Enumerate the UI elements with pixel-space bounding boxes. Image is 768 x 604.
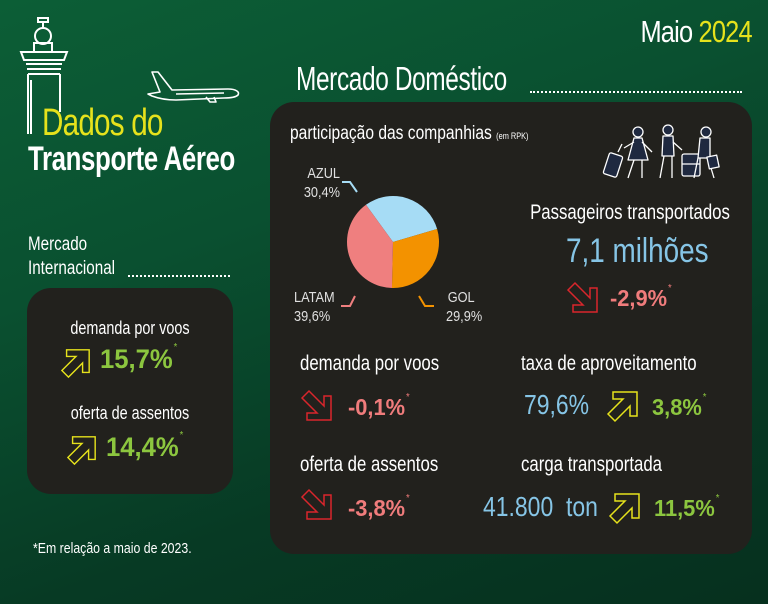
pie-slice-latam <box>347 204 393 288</box>
pie-label-latam-name: LATAM <box>294 289 335 306</box>
international-seat-supply-change: 14,4%* <box>106 430 184 463</box>
cargo-change-value: 11,5% <box>654 495 715 521</box>
load-factor-value: 79,6% <box>524 389 590 420</box>
passengers-label: Passageiros transportados <box>530 201 730 224</box>
pie-label-gol: GOL 29,9% <box>446 288 482 326</box>
international-flight-demand-label: demanda por voos <box>70 318 190 338</box>
domestic-flight-demand-label: demanda por voos <box>300 352 440 375</box>
international-title-line1: Mercado <box>28 234 88 255</box>
international-seat-supply-change-value: 14,4% <box>106 432 179 462</box>
travelers-icon <box>602 124 720 179</box>
domestic-seat-supply-label: oferta de assentos <box>300 453 439 476</box>
passengers-value: 7,1 milhões <box>566 232 709 270</box>
title-line1: Dados do <box>42 102 163 144</box>
international-seat-supply-label: oferta de assentos <box>70 403 190 423</box>
market-share-title-text: participação das companhias <box>290 123 492 144</box>
domestic-seat-supply-change: -3,8%* <box>348 493 410 522</box>
international-title-leader <box>128 275 230 277</box>
cargo-value: 41.800 ton <box>483 491 598 522</box>
pie-label-latam-value: 39,6% <box>294 308 331 325</box>
arrow-up-right-icon <box>608 493 640 525</box>
asterisk: * <box>173 342 178 353</box>
asterisk: * <box>715 493 720 504</box>
market-share-title: participação das companhias (em RPK) <box>290 123 529 145</box>
asterisk: * <box>179 430 184 441</box>
arrow-down-right-icon <box>566 281 598 313</box>
international-flight-demand-change: 15,7%* <box>100 342 178 375</box>
passengers-change: -2,9%* <box>610 283 672 312</box>
load-factor-label: taxa de aproveitamento <box>521 352 697 375</box>
report-month: Maio 2024 <box>640 14 753 50</box>
pie-slice-gol <box>391 228 440 289</box>
pie-label-azul-name: AZUL <box>307 165 340 182</box>
year-label: 2024 <box>698 14 753 49</box>
asterisk: * <box>406 493 410 504</box>
title-line2: Transporte Aéreo <box>28 140 235 178</box>
pie-slice-azul <box>365 196 438 242</box>
airplane-icon <box>147 71 240 103</box>
footnote: *Em relação a maio de 2023. <box>33 540 192 557</box>
domestic-flight-demand-change-value: -0,1% <box>348 394 406 420</box>
domestic-flight-demand-change: -0,1%* <box>348 392 410 421</box>
domestic-title-leader <box>530 91 742 93</box>
load-factor-change-value: 3,8% <box>652 394 702 420</box>
international-section-title: Mercado Internacional <box>28 233 115 281</box>
asterisk: * <box>702 392 707 403</box>
pie-label-latam: LATAM 39,6% <box>294 288 335 326</box>
cargo-label: carga transportada <box>521 453 663 476</box>
pie-leader-lines <box>341 181 434 307</box>
cargo-change: 11,5%* <box>654 493 720 522</box>
pie-label-azul-value: 30,4% <box>303 184 340 201</box>
international-flight-demand-change-value: 15,7% <box>100 344 173 374</box>
domestic-seat-supply-change-value: -3,8% <box>348 495 406 521</box>
market-share-pie-chart <box>347 196 440 289</box>
control-tower-icon <box>19 17 69 134</box>
asterisk: * <box>406 392 410 403</box>
arrow-up-right-icon <box>606 391 638 423</box>
arrow-up-right-icon <box>66 436 96 466</box>
arrow-down-right-icon <box>300 488 332 520</box>
market-share-unit: (em RPK) <box>496 131 529 141</box>
pie-label-gol-name: GOL <box>447 289 475 306</box>
international-title-line2: Internacional <box>28 258 116 279</box>
load-factor-change: 3,8%* <box>652 392 707 421</box>
passengers-change-value: -2,9% <box>610 285 668 311</box>
arrow-up-right-icon <box>60 349 90 379</box>
pie-label-azul: AZUL 30,4% <box>303 164 340 202</box>
arrow-down-right-icon <box>300 389 332 421</box>
domestic-section-title: Mercado Doméstico <box>296 60 507 97</box>
pie-label-gol-value: 29,9% <box>446 308 483 325</box>
asterisk: * <box>668 283 672 294</box>
international-panel <box>27 288 233 494</box>
month-label: Maio <box>640 14 694 49</box>
